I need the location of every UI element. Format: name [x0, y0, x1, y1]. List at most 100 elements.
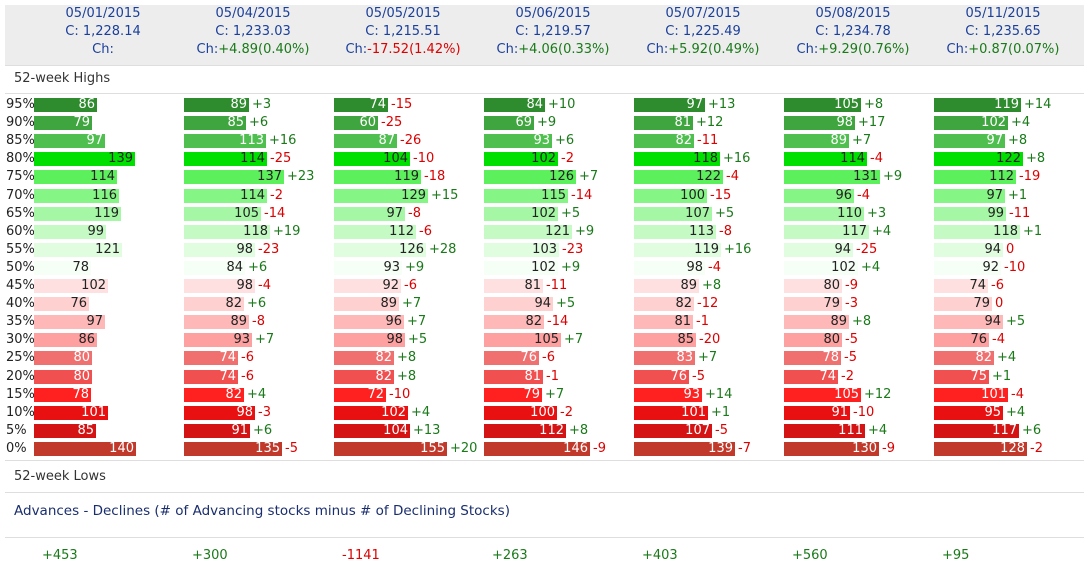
percentile-cell: 92 -10 — [934, 260, 1082, 276]
change-label: +4 — [868, 422, 888, 438]
change-prefix: Ch: — [796, 42, 819, 57]
column-change: Ch:+4.06(0.33%) — [478, 41, 628, 59]
percentile-bar — [184, 224, 270, 239]
change-label: -6 — [991, 278, 1004, 293]
change-label: -23 — [562, 241, 584, 257]
bar-value: 80 — [73, 368, 90, 384]
percentile-bar — [934, 260, 1001, 275]
percentile-bar — [184, 260, 245, 275]
percentile-cell: 84 +6 — [184, 260, 332, 276]
advances-declines-value: +95 — [942, 548, 970, 563]
percentile-cell: 82 +8 — [334, 369, 482, 385]
change-label: +5 — [556, 296, 576, 312]
column-date: 05/07/2015 — [665, 6, 741, 21]
bar-value: 98 — [236, 404, 253, 420]
percentile-bar — [334, 297, 399, 312]
bar-value: 80 — [823, 332, 840, 348]
change-label: +9 — [561, 259, 581, 275]
percentile-bar — [784, 260, 858, 275]
percentile-cell: 102 +4 — [784, 260, 932, 276]
percentile-cell: 78 — [34, 387, 182, 403]
bar-value: 82 — [975, 350, 992, 366]
column-change: Ch:+9.29(0.76%) — [778, 41, 928, 59]
percentile-cell: 97 -8 — [334, 206, 482, 222]
bar-value: 97 — [686, 97, 703, 112]
percentile-cell: 82 +4 — [934, 350, 1082, 366]
divider — [5, 93, 1084, 94]
percentile-bar — [334, 260, 402, 275]
percentile-bar — [934, 188, 1005, 203]
bar-value: 98 — [236, 241, 253, 257]
percentile-cell: 105 +12 — [784, 387, 932, 403]
percentile-cell: 74 -2 — [784, 369, 932, 385]
bar-value: 98 — [236, 278, 253, 293]
percentile-cell: 76 -5 — [634, 369, 782, 385]
change-label: +7 — [407, 314, 427, 330]
percentile-cell: 97 +13 — [634, 97, 782, 113]
percentile-bar — [484, 333, 561, 348]
bar-value: 82 — [225, 386, 242, 402]
percentile-bar — [784, 405, 850, 420]
change-label: -5 — [845, 332, 858, 348]
percentile-bar — [934, 152, 1023, 167]
bar-value: 93 — [233, 332, 250, 348]
percentile-cell: 102 +5 — [484, 206, 632, 222]
percentile-cell: 102 +4 — [334, 405, 482, 421]
change-label: -5 — [715, 422, 728, 438]
bar-value: 96 — [835, 187, 852, 203]
row-label: 80% — [6, 151, 35, 167]
percentile-cell: 100 -2 — [484, 405, 632, 421]
change-label: -6 — [542, 350, 555, 366]
percentile-bar — [484, 441, 590, 456]
percentile-bar — [934, 441, 1027, 456]
percentile-cell: 98 +17 — [784, 115, 932, 131]
change-label: +7 — [402, 296, 422, 312]
bar-value: 102 — [531, 259, 556, 275]
percentile-bar — [634, 441, 735, 456]
change-label: -11 — [1009, 205, 1031, 221]
percentile-cell: 84 +10 — [484, 97, 632, 113]
change-label: +20 — [450, 440, 478, 456]
percentile-bar — [484, 116, 534, 131]
percentile-bar — [34, 242, 122, 257]
change-label: +28 — [429, 241, 457, 257]
percentile-cell: 92 -6 — [334, 278, 482, 294]
percentile-cell: 121 +9 — [484, 224, 632, 240]
percentile-bar — [934, 98, 1021, 112]
bar-value: 79 — [523, 386, 540, 402]
change-label: +5 — [715, 205, 735, 221]
change-label: -6 — [241, 368, 254, 384]
percentile-cell: 98 -4 — [184, 278, 332, 294]
percentile-bar — [34, 351, 92, 366]
percentile-cell: 146 -9 — [484, 441, 632, 457]
change-label: +6 — [247, 296, 267, 312]
percentile-cell: 117 +6 — [934, 423, 1082, 439]
change-label: -2 — [560, 404, 573, 420]
percentile-bar — [184, 152, 267, 167]
bar-value: 94 — [984, 314, 1001, 330]
change-label: +14 — [1024, 97, 1052, 112]
percentile-bar — [784, 369, 838, 384]
change-label: +7 — [698, 350, 718, 366]
percentile-cell: 74 -6 — [934, 278, 1082, 294]
percentile-cell: 122 -4 — [634, 169, 782, 185]
bar-value: 131 — [853, 169, 878, 185]
percentile-cell: 95 +4 — [934, 405, 1082, 421]
bar-value: 135 — [255, 440, 280, 456]
percentile-cell: 81 +12 — [634, 115, 782, 131]
percentile-cell: 97 — [34, 314, 182, 330]
change-label: +7 — [579, 169, 599, 185]
percentile-cell: 79 -3 — [784, 296, 932, 312]
percentile-bar — [484, 152, 558, 167]
percentile-cell: 140 — [34, 441, 182, 457]
percentile-cell: 76 — [34, 296, 182, 312]
bar-value: 100 — [530, 404, 555, 420]
percentile-bar — [34, 98, 97, 112]
header-column: 05/06/2015 C: 1,219.57 Ch:+4.06(0.33%) — [478, 5, 628, 59]
bar-value: 92 — [382, 278, 399, 293]
bar-value: 114 — [240, 151, 265, 167]
percentile-cell: 99 -11 — [934, 206, 1082, 222]
percentile-bar — [184, 405, 255, 420]
percentile-cell: 118 +16 — [634, 151, 782, 167]
change-label: -4 — [992, 332, 1005, 348]
